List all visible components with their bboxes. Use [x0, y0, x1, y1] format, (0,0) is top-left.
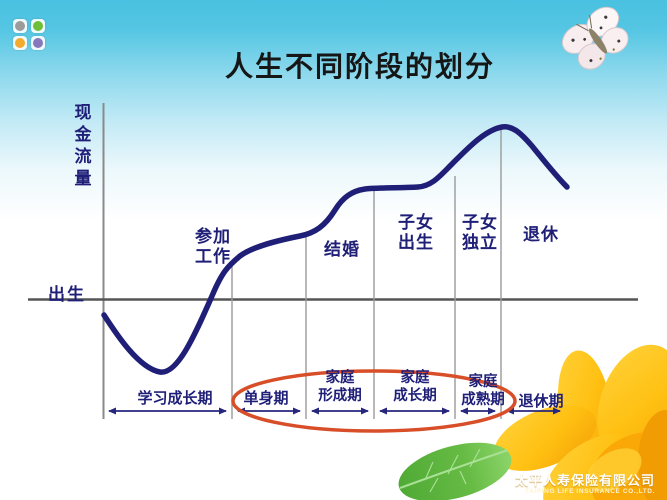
butterfly-icon — [561, 6, 629, 70]
event-label-independence: 子女 独立 — [462, 213, 498, 252]
birth-label: 出生 — [48, 285, 86, 304]
stage-label-family-maturity: 家庭 成熟期 — [461, 374, 505, 408]
company-branding: 太平人寿保险有限公司 TAIPING LIFE INSURANCE CO.,LT… — [514, 472, 655, 495]
highlight-ellipse — [231, 369, 517, 433]
stage-label-family-growth: 家庭 成长期 — [393, 370, 437, 404]
event-label-childbirth: 子女 出生 — [398, 213, 434, 252]
company-name-en: TAIPING LIFE INSURANCE CO.,LTD. — [525, 487, 655, 495]
cashflow-curve — [101, 124, 570, 375]
decor-dot-orange — [13, 36, 27, 50]
company-name-cn: 太平人寿保险有限公司 — [514, 472, 655, 488]
flower-icon — [493, 344, 667, 500]
event-grid-lines — [231, 128, 502, 419]
decor-dot-green — [31, 19, 45, 33]
stage-label-learning: 学习成长期 — [137, 390, 213, 407]
decor-dot-purple — [31, 36, 45, 50]
decor-dot-gray — [13, 19, 27, 33]
event-label-marriage: 结婚 — [324, 240, 360, 259]
y-axis-label: 现 金 流 量 — [74, 103, 92, 188]
slide-title: 人生不同阶段的划分 — [224, 51, 495, 82]
stage-label-family-formation: 家庭 形成期 — [318, 370, 362, 404]
stage-label-single: 单身期 — [243, 390, 289, 407]
leaf-icon — [398, 442, 512, 500]
event-label-work: 参加 工作 — [195, 227, 231, 266]
event-label-retirement: 退休 — [523, 225, 559, 244]
stage-label-retirement: 退休期 — [518, 393, 564, 410]
